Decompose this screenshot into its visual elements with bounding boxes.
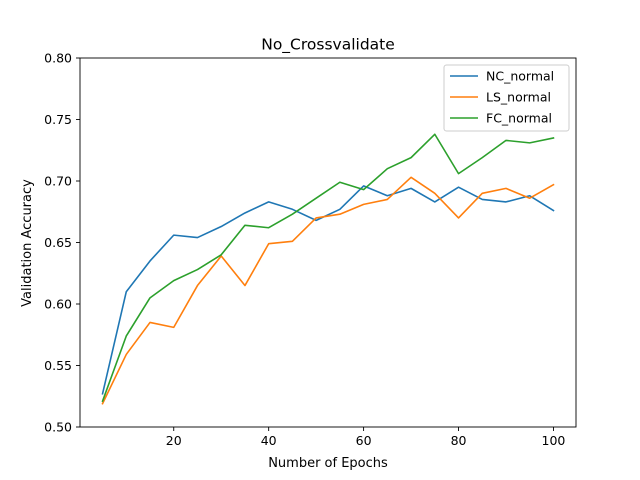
y-tick-label: 0.55 <box>44 358 72 373</box>
y-tick-label: 0.65 <box>44 235 72 250</box>
series-line-LS_normal <box>101 176 555 405</box>
legend-label-NC_normal: NC_normal <box>486 69 554 84</box>
series-line-FC_normal <box>101 133 555 403</box>
legend-box <box>443 64 570 132</box>
y-tick-label: 0.75 <box>44 112 72 127</box>
legend-label-LS_normal: LS_normal <box>486 90 551 105</box>
y-axis-label: Validation Accuracy <box>20 179 35 307</box>
legend-label-FC_normal: FC_normal <box>486 111 552 126</box>
x-axis-label: Number of Epochs <box>268 456 388 471</box>
plot-area: 20 40 60 80 100 0.50 0.55 0.60 0.65 0.70 0.75 0.80 N… <box>44 51 577 448</box>
y-tick-label: 0.70 <box>44 174 72 189</box>
x-tick-label: 60 <box>356 433 372 448</box>
y-tick-label: 0.60 <box>44 297 72 312</box>
y-tick-label: 0.50 <box>44 420 72 435</box>
y-tick-label: 0.80 <box>44 51 72 66</box>
chart-title: No_Crossvalidate <box>261 36 395 55</box>
series-line-NC_normal <box>101 185 555 395</box>
x-tick-label: 80 <box>451 433 467 448</box>
legend: NC_normal LS_normal FC_normal <box>443 64 570 132</box>
x-tick-label: 20 <box>166 433 182 448</box>
x-tick-label: 40 <box>261 433 277 448</box>
x-tick-label: 100 <box>542 433 566 448</box>
